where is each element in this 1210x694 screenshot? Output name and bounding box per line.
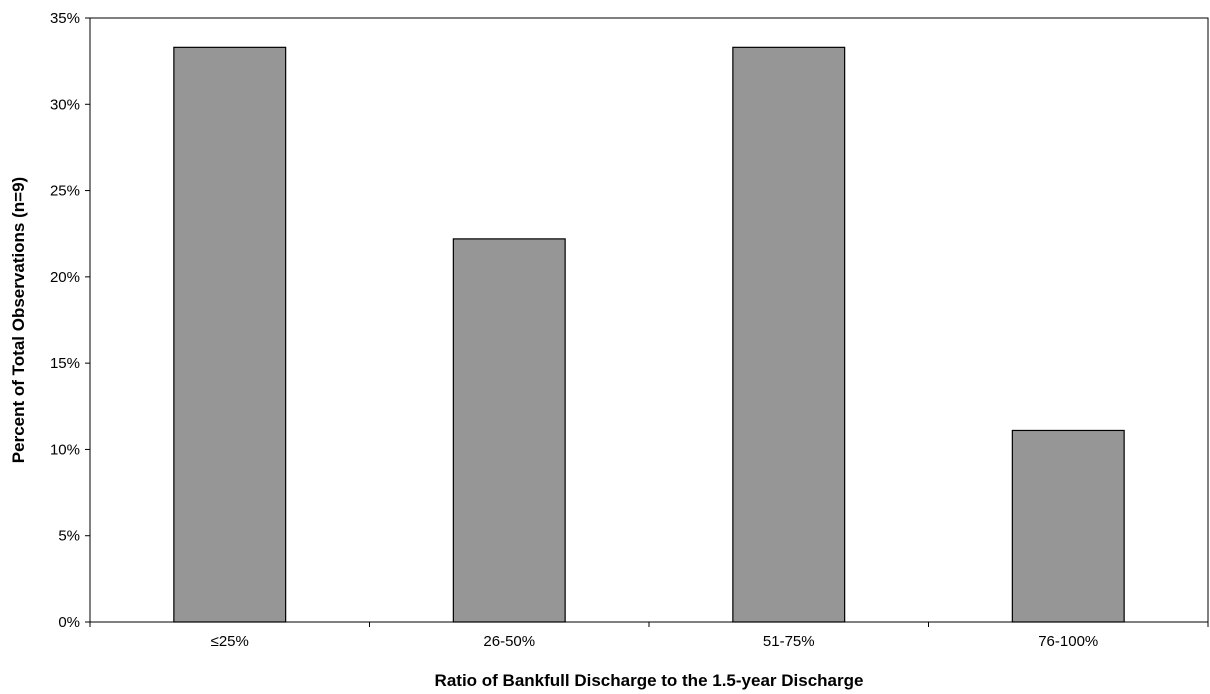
bars [173, 46, 1125, 623]
y-axis-title: Percent of Total Observations (n=9) [9, 177, 28, 463]
x-tick-label: ≤25% [211, 633, 249, 650]
bar [1011, 429, 1125, 623]
bar [732, 46, 846, 623]
bar [173, 46, 287, 623]
x-tick-label: 76-100% [1038, 633, 1098, 650]
y-tick-label: 5% [58, 528, 80, 545]
y-tick-label: 25% [50, 183, 80, 200]
x-axis-title: Ratio of Bankfull Discharge to the 1.5-y… [435, 671, 864, 690]
x-tick-label: 51-75% [763, 633, 815, 650]
y-axis-ticks: 0% 5% 10% 15% 20% 25% 30% 35% [50, 10, 90, 631]
y-tick-label: 0% [58, 614, 80, 631]
y-tick-label: 20% [50, 269, 80, 286]
bar [452, 238, 566, 623]
y-tick-label: 30% [50, 96, 80, 113]
x-axis-ticks: ≤25% 26-50% 51-75% 76-100% [89, 622, 1209, 650]
y-tick-label: 15% [50, 355, 80, 372]
x-tick-label: 26-50% [483, 633, 535, 650]
y-tick-label: 10% [50, 441, 80, 458]
y-tick-label: 35% [50, 10, 80, 27]
